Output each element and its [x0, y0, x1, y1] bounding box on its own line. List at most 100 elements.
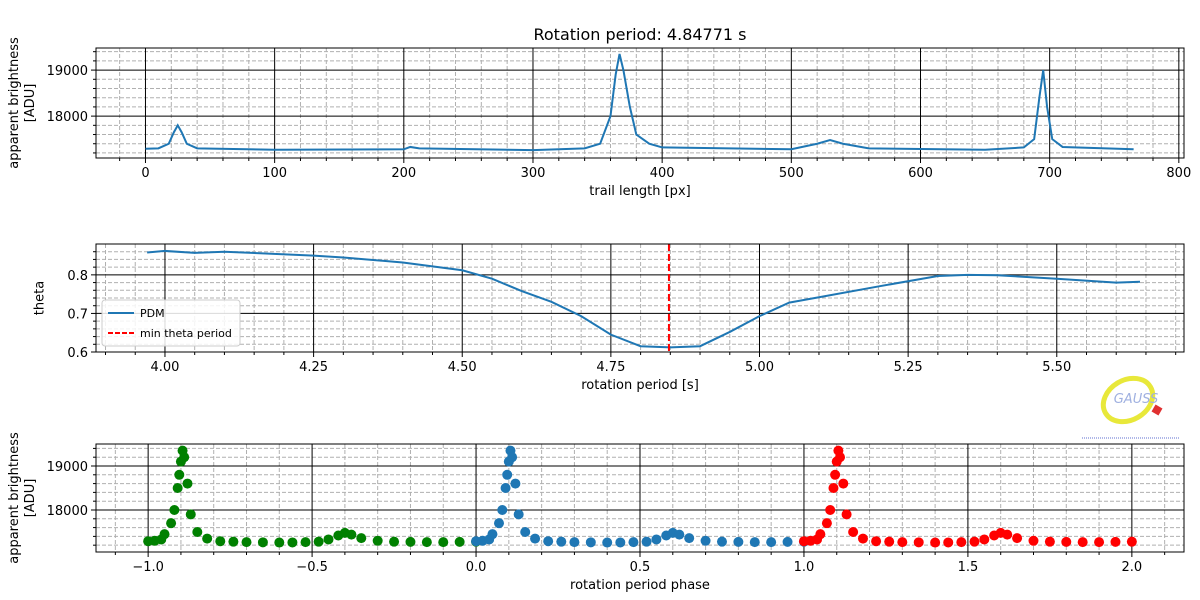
- data-point: [897, 537, 908, 548]
- legend: PDM min theta period: [101, 299, 241, 347]
- data-line: [145, 53, 1134, 152]
- data-point: [241, 537, 252, 548]
- x-tick-label: 4.00: [150, 360, 179, 375]
- data-point: [684, 533, 695, 544]
- x-tick-label: 0.5: [630, 560, 651, 575]
- data-point: [454, 536, 465, 547]
- data-point: [438, 537, 449, 548]
- data-point: [815, 529, 826, 540]
- data-point: [884, 536, 895, 547]
- data-point: [969, 536, 980, 547]
- x-tick-label: −0.5: [296, 560, 328, 575]
- data-point: [569, 537, 580, 548]
- data-point: [841, 509, 852, 520]
- data-point: [389, 536, 400, 547]
- x-tick-label: −1.0: [132, 560, 164, 575]
- data-point: [543, 536, 554, 547]
- data-point: [930, 537, 941, 548]
- data-point: [287, 537, 298, 548]
- data-point: [749, 537, 760, 548]
- subplot: 0 100 200 300 400 500 600 700 800 18000 19000 trail…: [7, 37, 1191, 199]
- x-tick-label: 1.5: [958, 560, 979, 575]
- legend-box: [101, 299, 241, 347]
- data-point: [166, 518, 177, 529]
- legend-label: PDM: [140, 307, 165, 320]
- x-tick-label: 4.25: [299, 360, 328, 375]
- data-point: [871, 536, 882, 547]
- y-tick-label: 0.8: [67, 269, 88, 284]
- x-tick-label: 5.00: [745, 360, 774, 375]
- data-point: [1094, 537, 1105, 548]
- y-axis-label: apparent brightness: [7, 432, 22, 564]
- data-point: [323, 534, 334, 545]
- data-point: [766, 537, 777, 548]
- x-tick-label: 4.50: [448, 360, 477, 375]
- data-point: [1110, 536, 1121, 547]
- data-point: [372, 535, 383, 546]
- x-axis-label: rotation period [s]: [581, 378, 699, 393]
- data-point: [507, 452, 518, 463]
- x-tick-label: 300: [521, 166, 546, 181]
- data-point: [848, 526, 859, 537]
- x-tick-label: 100: [262, 166, 287, 181]
- data-line: [147, 249, 1141, 349]
- subplot: −1.0 −0.5 0.0 0.5 1.0 1.5 2.0 18000 19000 rotatio…: [7, 432, 1185, 593]
- y-axis-label: apparent brightness: [7, 37, 22, 169]
- data-point: [202, 533, 213, 544]
- x-tick-label: 5.25: [894, 360, 923, 375]
- data-point: [346, 529, 357, 540]
- data-point: [943, 537, 954, 548]
- subplot: 4.00 4.25 4.50 4.75 5.00 5.25 5.50 0.6 0.7 0.8 rot…: [33, 243, 1185, 393]
- data-point: [733, 536, 744, 547]
- y-tick-label: 0.6: [67, 346, 88, 361]
- data-point: [1028, 535, 1039, 546]
- data-point: [257, 537, 268, 548]
- legend-label: min theta period: [140, 327, 232, 340]
- data-point: [1012, 533, 1023, 544]
- data-point: [828, 482, 839, 493]
- data-point: [520, 526, 531, 537]
- y-tick-label: 19000: [47, 460, 88, 475]
- data-point: [857, 533, 868, 544]
- y-tick-label: 0.7: [67, 307, 88, 322]
- x-tick-label: 700: [1037, 166, 1062, 181]
- data-point: [700, 535, 711, 546]
- data-point: [1077, 537, 1088, 548]
- data-point: [172, 482, 183, 493]
- data-point: [825, 504, 836, 515]
- data-point: [628, 537, 639, 548]
- data-point: [493, 518, 504, 529]
- axes-frame: [95, 47, 1185, 159]
- x-tick-label: 4.75: [596, 360, 625, 375]
- data-point: [782, 536, 793, 547]
- data-point: [513, 509, 524, 520]
- data-point: [838, 478, 849, 489]
- data-point: [835, 452, 846, 463]
- data-point: [674, 529, 685, 540]
- y-axis-label: theta: [33, 281, 48, 315]
- x-tick-label: 600: [908, 166, 933, 181]
- data-point: [500, 482, 511, 493]
- axes-frame: [95, 243, 1185, 353]
- data-point: [405, 536, 416, 547]
- x-tick-label: 2.0: [1122, 560, 1143, 575]
- data-point: [510, 478, 521, 489]
- data-point: [502, 469, 513, 480]
- data-point: [487, 529, 498, 540]
- data-point: [356, 533, 367, 544]
- data-point: [641, 536, 652, 547]
- axes-frame: [95, 443, 1185, 553]
- data-point: [185, 509, 196, 520]
- data-point: [215, 536, 226, 547]
- data-point: [159, 529, 170, 540]
- data-point: [830, 469, 841, 480]
- x-tick-label: 0: [141, 166, 149, 181]
- x-tick-label: 0.0: [466, 560, 487, 575]
- logo-mark: [1151, 404, 1163, 416]
- x-tick-label: 800: [1166, 166, 1191, 181]
- data-point: [956, 537, 967, 548]
- data-point: [602, 537, 613, 548]
- logo-text: GAUSS: [1114, 392, 1159, 407]
- data-point: [615, 537, 626, 548]
- logo: GAUSS: [1082, 375, 1180, 439]
